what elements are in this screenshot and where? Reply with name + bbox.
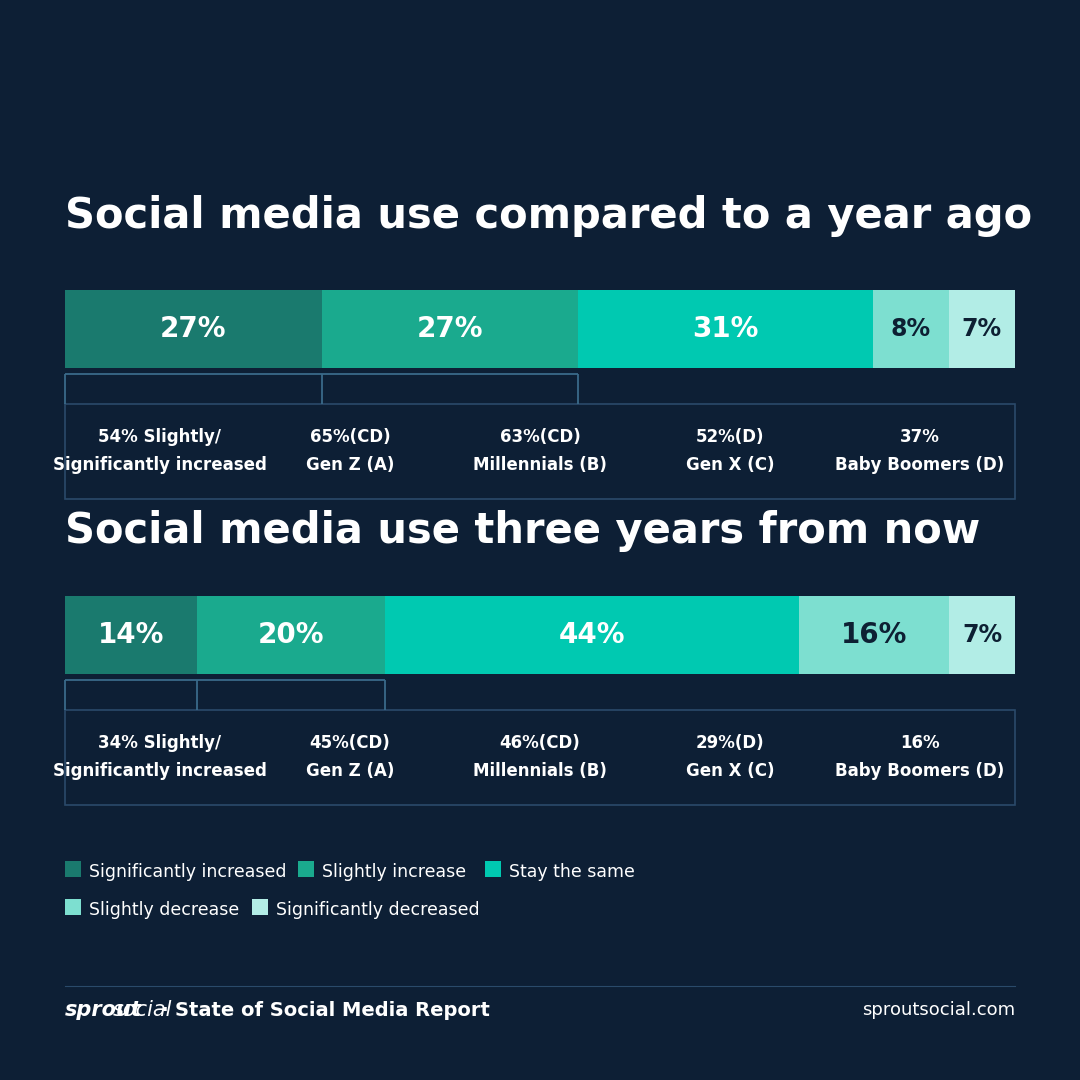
Text: 34% Slightly/: 34% Slightly/ [98,734,221,753]
Bar [948,291,1015,368]
Bar [65,861,81,877]
Text: Slightly increase: Slightly increase [323,863,467,881]
Bar [65,899,81,915]
Text: 46%(CD): 46%(CD) [500,734,580,753]
Text: Social media use compared to a year ago: Social media use compared to a year ago [65,195,1032,237]
Text: 31%: 31% [692,315,758,343]
Bar [578,291,873,368]
Text: 7%: 7% [961,318,1002,341]
Text: 29%(D): 29%(D) [696,734,765,753]
Text: Millennials (B): Millennials (B) [473,457,607,474]
Text: 16%: 16% [901,734,940,753]
Text: 63%(CD): 63%(CD) [500,429,580,446]
Text: 54% Slightly/: 54% Slightly/ [98,429,221,446]
Text: Gen Z (A): Gen Z (A) [306,762,394,781]
Text: sprout: sprout [65,1000,141,1020]
Text: Significantly decreased: Significantly decreased [275,901,480,919]
Text: Baby Boomers (D): Baby Boomers (D) [835,762,1004,781]
Text: Baby Boomers (D): Baby Boomers (D) [835,457,1004,474]
Bar [322,291,578,368]
Bar [485,861,501,877]
Text: Millennials (B): Millennials (B) [473,762,607,781]
Bar [873,291,948,368]
Bar [384,596,799,674]
Text: 8%: 8% [890,318,931,341]
Bar [252,899,268,915]
Text: Stay the same: Stay the same [509,863,635,881]
Text: Gen X (C): Gen X (C) [686,457,774,474]
Text: Gen Z (A): Gen Z (A) [306,457,394,474]
Text: 44%: 44% [558,621,625,649]
Bar [799,596,949,674]
Text: Significantly increased: Significantly increased [53,762,267,781]
Text: ·: · [161,1000,168,1020]
Bar [197,596,384,674]
Text: 27%: 27% [160,315,227,343]
Bar [298,861,314,877]
Text: 45%(CD): 45%(CD) [310,734,390,753]
Text: Social media use three years from now: Social media use three years from now [65,510,981,552]
Text: Gen X (C): Gen X (C) [686,762,774,781]
Text: 7%: 7% [962,623,1002,647]
Bar [65,596,197,674]
Text: 52%(D): 52%(D) [696,429,765,446]
Text: sproutsocial.com: sproutsocial.com [862,1001,1015,1020]
Bar [949,596,1015,674]
Text: Significantly increased: Significantly increased [89,863,286,881]
Text: Significantly increased: Significantly increased [53,457,267,474]
Text: 37%: 37% [900,429,940,446]
Text: 20%: 20% [257,621,324,649]
Bar [65,291,322,368]
Bar [65,710,1015,805]
Text: 14%: 14% [97,621,164,649]
Text: 65%(CD): 65%(CD) [310,429,390,446]
Text: 16%: 16% [840,621,907,649]
Text: State of Social Media Report: State of Social Media Report [175,1000,490,1020]
Text: social: social [113,1000,173,1020]
Text: 27%: 27% [417,315,483,343]
Bar [65,404,1015,499]
Text: Slightly decrease: Slightly decrease [89,901,240,919]
